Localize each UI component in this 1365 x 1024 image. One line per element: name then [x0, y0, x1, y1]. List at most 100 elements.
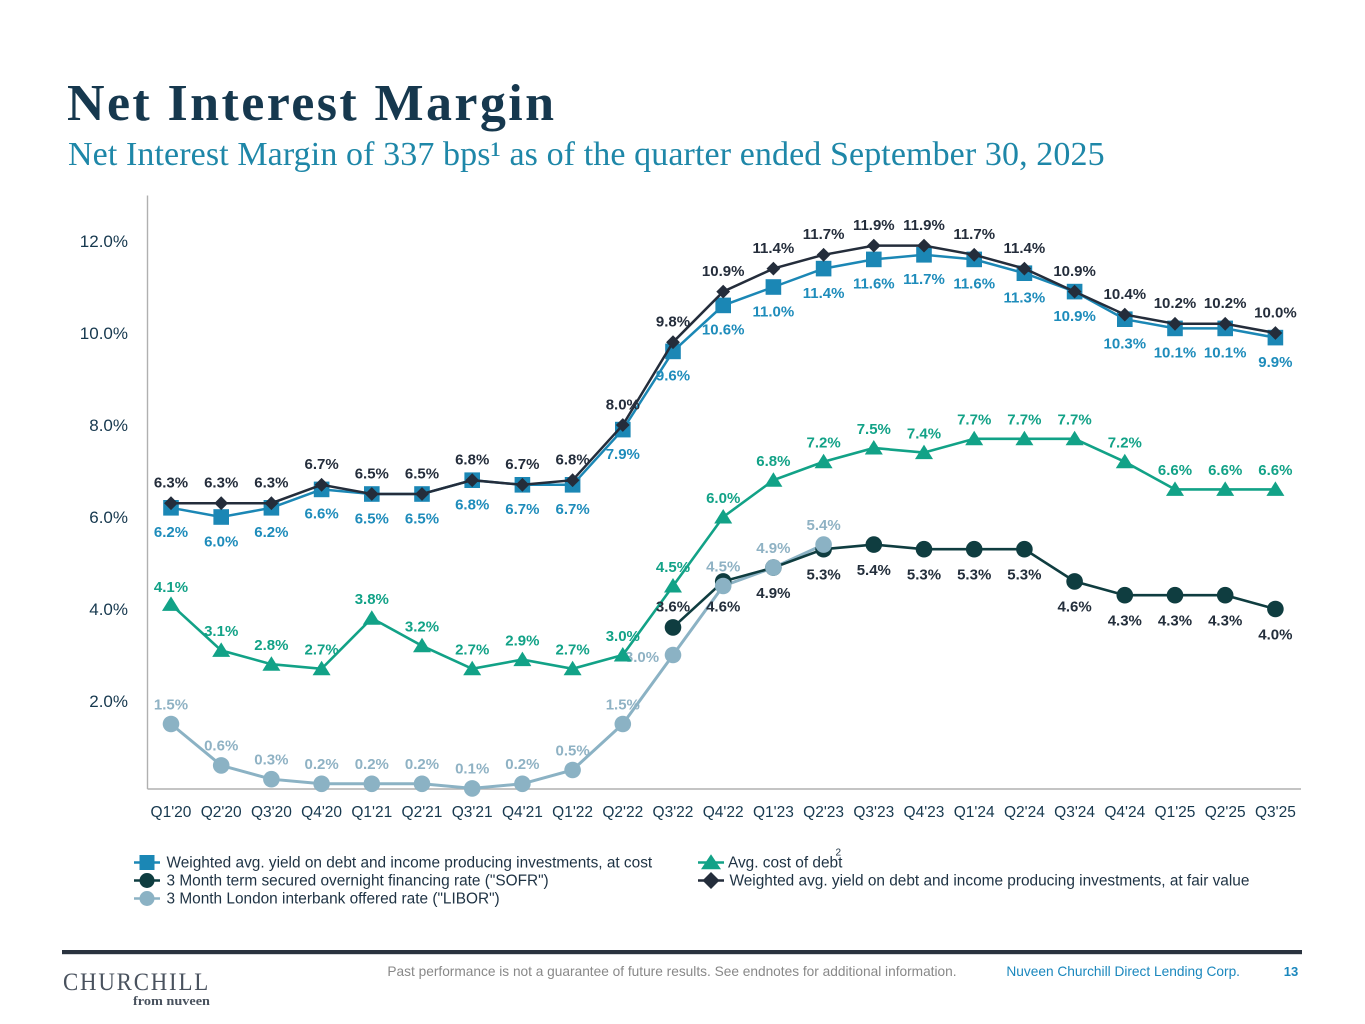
svg-text:from nuveen: from nuveen: [133, 994, 210, 1008]
svg-text:6.6%: 6.6%: [1208, 462, 1242, 479]
svg-text:Q3'22: Q3'22: [653, 804, 694, 821]
svg-text:6.8%: 6.8%: [455, 497, 489, 514]
svg-text:Q3'21: Q3'21: [452, 804, 493, 821]
svg-text:10.4%: 10.4%: [1104, 286, 1147, 303]
svg-text:CHURCHILL: CHURCHILL: [63, 967, 210, 996]
svg-text:6.7%: 6.7%: [304, 456, 338, 473]
svg-text:8.0%: 8.0%: [606, 396, 640, 413]
svg-text:10.1%: 10.1%: [1154, 345, 1197, 362]
svg-text:11.7%: 11.7%: [903, 271, 945, 288]
svg-text:11.7%: 11.7%: [953, 226, 995, 243]
svg-text:6.8%: 6.8%: [455, 452, 489, 469]
svg-text:0.1%: 0.1%: [455, 761, 489, 778]
svg-text:2.8%: 2.8%: [254, 637, 288, 654]
svg-text:4.3%: 4.3%: [1208, 613, 1242, 630]
svg-text:Q4'21: Q4'21: [502, 804, 543, 821]
svg-text:Q2'24: Q2'24: [1004, 804, 1045, 821]
svg-text:Q1'22: Q1'22: [552, 804, 593, 821]
svg-text:11.4%: 11.4%: [803, 285, 845, 302]
svg-text:4.6%: 4.6%: [706, 599, 740, 616]
svg-text:11.6%: 11.6%: [853, 276, 895, 293]
svg-text:Weighted avg. yield on debt an: Weighted avg. yield on debt and income p…: [730, 873, 1250, 890]
svg-text:Q3'25: Q3'25: [1255, 804, 1296, 821]
svg-text:2.7%: 2.7%: [455, 642, 489, 659]
svg-text:2.7%: 2.7%: [304, 642, 338, 659]
svg-text:Q1'24: Q1'24: [954, 804, 995, 821]
svg-text:6.0%: 6.0%: [706, 490, 740, 507]
svg-text:Q2'23: Q2'23: [803, 804, 844, 821]
svg-text:11.9%: 11.9%: [903, 217, 945, 234]
svg-text:Weighted avg. yield on debt an: Weighted avg. yield on debt and income p…: [167, 855, 653, 872]
svg-text:6.2%: 6.2%: [254, 524, 288, 541]
svg-text:Q3'20: Q3'20: [251, 804, 292, 821]
svg-text:10.1%: 10.1%: [1204, 345, 1247, 362]
svg-text:3 Month London interbank offer: 3 Month London interbank offered rate ("…: [167, 891, 500, 908]
svg-text:10.2%: 10.2%: [1154, 295, 1197, 312]
svg-text:0.2%: 0.2%: [355, 756, 389, 773]
svg-text:Q1'23: Q1'23: [753, 804, 794, 821]
svg-text:7.7%: 7.7%: [1007, 412, 1041, 429]
svg-text:4.5%: 4.5%: [656, 559, 690, 576]
svg-text:4.9%: 4.9%: [756, 540, 790, 557]
svg-text:3.6%: 3.6%: [656, 599, 690, 616]
svg-text:4.1%: 4.1%: [154, 579, 188, 596]
svg-text:9.6%: 9.6%: [656, 368, 690, 385]
svg-text:6.3%: 6.3%: [254, 475, 288, 492]
svg-text:6.6%: 6.6%: [304, 506, 338, 523]
svg-text:5.3%: 5.3%: [1007, 567, 1041, 584]
svg-text:Q3'24: Q3'24: [1054, 804, 1095, 821]
svg-text:5.3%: 5.3%: [907, 567, 941, 584]
svg-text:6.2%: 6.2%: [154, 524, 188, 541]
svg-text:7.7%: 7.7%: [1057, 412, 1091, 429]
svg-text:7.2%: 7.2%: [1108, 435, 1142, 452]
svg-text:Q2'21: Q2'21: [402, 804, 443, 821]
svg-text:6.6%: 6.6%: [1258, 462, 1292, 479]
svg-text:3.2%: 3.2%: [405, 619, 439, 636]
svg-text:Q2'20: Q2'20: [201, 804, 242, 821]
svg-text:7.4%: 7.4%: [907, 425, 941, 442]
svg-text:5.4%: 5.4%: [857, 562, 891, 579]
svg-text:0.2%: 0.2%: [304, 756, 338, 773]
svg-text:2.7%: 2.7%: [555, 642, 589, 659]
svg-text:6.0%: 6.0%: [204, 533, 238, 550]
svg-text:6.7%: 6.7%: [505, 456, 539, 473]
svg-text:10.0%: 10.0%: [80, 324, 128, 343]
svg-text:0.2%: 0.2%: [405, 756, 439, 773]
svg-text:8.0%: 8.0%: [89, 416, 128, 435]
svg-text:0.2%: 0.2%: [505, 756, 539, 773]
svg-text:10.2%: 10.2%: [1204, 295, 1247, 312]
svg-text:4.0%: 4.0%: [89, 600, 128, 619]
svg-text:6.8%: 6.8%: [555, 452, 589, 469]
svg-text:11.9%: 11.9%: [853, 217, 895, 234]
svg-text:Q1'21: Q1'21: [351, 804, 392, 821]
svg-text:10.3%: 10.3%: [1104, 336, 1147, 353]
svg-text:9.9%: 9.9%: [1258, 354, 1292, 371]
svg-text:Avg. cost of debt: Avg. cost of debt: [728, 855, 843, 872]
svg-text:10.9%: 10.9%: [1053, 263, 1096, 280]
svg-text:13: 13: [1284, 964, 1298, 979]
svg-text:6.3%: 6.3%: [154, 475, 188, 492]
svg-text:4.3%: 4.3%: [1158, 613, 1192, 630]
svg-text:6.8%: 6.8%: [756, 453, 790, 470]
svg-text:6.5%: 6.5%: [405, 465, 439, 482]
svg-text:7.9%: 7.9%: [606, 446, 640, 463]
svg-text:7.2%: 7.2%: [806, 435, 840, 452]
svg-text:4.6%: 4.6%: [1057, 599, 1091, 616]
svg-text:Nuveen Churchill Direct Lendin: Nuveen Churchill Direct Lending Corp.: [1006, 964, 1240, 979]
svg-text:3 Month term secured overnight: 3 Month term secured overnight financing…: [167, 873, 549, 890]
svg-text:9.8%: 9.8%: [656, 314, 690, 331]
svg-text:11.3%: 11.3%: [1004, 290, 1046, 307]
svg-text:11.4%: 11.4%: [753, 240, 795, 257]
svg-text:0.5%: 0.5%: [555, 742, 589, 759]
svg-text:6.5%: 6.5%: [355, 465, 389, 482]
svg-text:11.0%: 11.0%: [753, 303, 795, 320]
svg-text:10.9%: 10.9%: [702, 263, 745, 280]
svg-text:Q2'25: Q2'25: [1205, 804, 1246, 821]
svg-text:1.5%: 1.5%: [606, 696, 640, 713]
svg-text:Past performance is not a guar: Past performance is not a guarantee of f…: [387, 964, 956, 979]
svg-text:11.7%: 11.7%: [803, 226, 845, 243]
svg-text:12.0%: 12.0%: [80, 232, 128, 251]
svg-text:6.7%: 6.7%: [555, 501, 589, 518]
svg-text:1.5%: 1.5%: [154, 696, 188, 713]
svg-text:5.3%: 5.3%: [957, 567, 991, 584]
